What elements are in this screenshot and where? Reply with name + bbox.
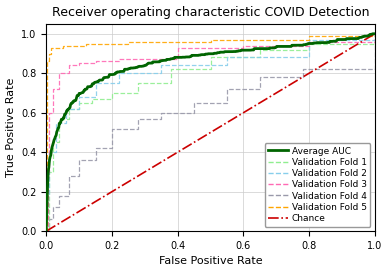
- X-axis label: False Positive Rate: False Positive Rate: [159, 256, 262, 267]
- Title: Receiver operating characteristic COVID Detection: Receiver operating characteristic COVID …: [52, 5, 369, 18]
- Legend: Average AUC, Validation Fold 1, Validation Fold 2, Validation Fold 3, Validation: Average AUC, Validation Fold 1, Validati…: [265, 143, 370, 227]
- Y-axis label: True Positive Rate: True Positive Rate: [5, 78, 16, 177]
